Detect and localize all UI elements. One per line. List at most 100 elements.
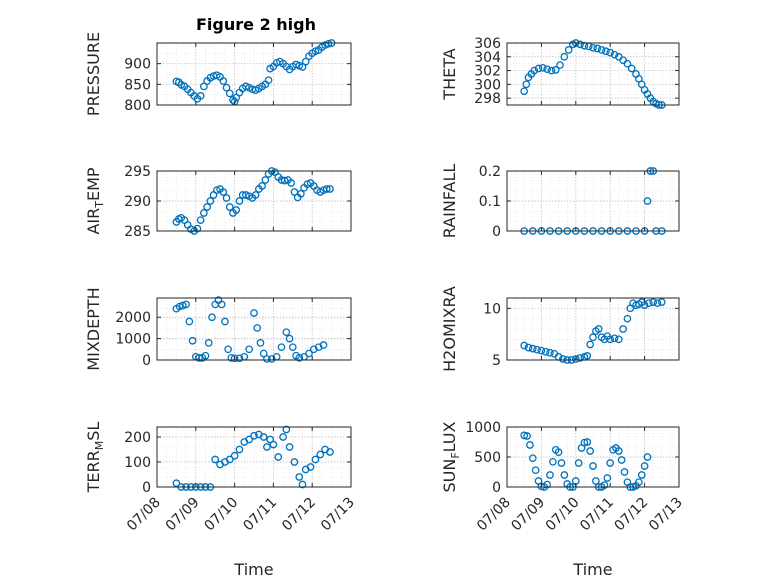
data-point (576, 354, 584, 362)
data-point (645, 299, 653, 308)
data-point (549, 457, 557, 466)
y-axis-label: SUNFLUX (440, 421, 462, 492)
data-point (235, 354, 244, 363)
data-point (221, 317, 229, 326)
data-point (649, 298, 658, 306)
data-point (586, 447, 594, 455)
data-point (224, 345, 232, 354)
data-point (200, 209, 208, 217)
data-point (306, 463, 315, 471)
data-point (196, 216, 205, 225)
axes-frame (506, 297, 680, 361)
data-point (193, 224, 202, 233)
data-point (264, 76, 273, 85)
data-point (230, 451, 239, 460)
data-point (533, 345, 541, 354)
data-point (528, 454, 537, 463)
data-point (196, 92, 205, 100)
data-point (610, 50, 619, 59)
data-point (617, 456, 626, 464)
data-point (557, 459, 566, 467)
y-tick-label: 300 (474, 77, 501, 93)
y-tick-label: 10 (483, 301, 501, 317)
data-point (606, 459, 615, 467)
axes-frame (156, 42, 352, 106)
subplot-pressure: 800 850 900 PRESSURE (84, 32, 352, 116)
y-axis-label: TERRMSL (84, 422, 106, 494)
y-tick-label: 298 (474, 91, 501, 107)
data-point (230, 354, 239, 363)
data-point (583, 438, 592, 446)
data-point (200, 82, 208, 91)
data-point (538, 63, 547, 72)
data-point (559, 355, 567, 363)
data-point (640, 301, 649, 310)
subplot-h2omixra: 5 10 H2OMIXRA (440, 286, 680, 372)
data-point (574, 459, 583, 467)
data-point (623, 59, 632, 68)
data-point (201, 351, 210, 360)
y-axis-label: H2OMIXRA (440, 286, 459, 372)
data-point (204, 339, 213, 347)
data-point (219, 77, 228, 85)
data-point (326, 448, 334, 456)
data-point (274, 453, 283, 461)
data-point (606, 48, 615, 57)
data-point (643, 453, 652, 461)
data-point (528, 344, 537, 353)
data-point (235, 197, 244, 205)
data-point (523, 432, 531, 440)
data-point (322, 185, 331, 193)
y-tick-label: 500 (474, 450, 501, 466)
data-point (547, 66, 556, 75)
y-tick-label: 900 (124, 57, 151, 73)
y-tick-label: 850 (124, 77, 151, 93)
data-point (206, 197, 215, 205)
data-point (657, 298, 666, 306)
data-point (298, 63, 307, 71)
y-tick-label: 1000 (115, 332, 151, 348)
data-point (185, 317, 194, 326)
y-tick-label: 302 (474, 64, 501, 80)
data-point (620, 468, 629, 476)
data-point (594, 325, 603, 333)
data-point (263, 443, 271, 451)
data-point (301, 57, 310, 66)
data-point (256, 339, 265, 347)
data-point (282, 425, 291, 434)
y-axis-label: PRESSURE (84, 32, 103, 116)
data-point (614, 447, 623, 455)
data-point (311, 455, 320, 464)
data-point (287, 179, 296, 187)
data-point (571, 355, 580, 363)
data-point (251, 191, 260, 199)
y-tick-label: 295 (124, 164, 151, 180)
data-point (546, 348, 554, 357)
y-tick-label: 290 (124, 194, 151, 210)
data-point (560, 52, 569, 61)
data-point (259, 433, 268, 441)
data-point (627, 64, 636, 73)
data-point (554, 448, 563, 457)
data-point (182, 300, 190, 309)
data-point (589, 462, 597, 470)
y-tick-label: 0 (492, 480, 501, 496)
data-point (635, 478, 643, 487)
data-point (592, 477, 600, 485)
data-point (619, 325, 627, 333)
data-point (269, 440, 278, 449)
data-point (290, 458, 299, 466)
y-tick-label: 0 (142, 480, 151, 496)
axes-frame (506, 42, 680, 106)
y-tick-label: 5 (492, 353, 501, 369)
data-point (556, 61, 564, 69)
data-point (324, 39, 333, 48)
data-point (530, 66, 539, 75)
x-axis-label: Time (572, 560, 612, 579)
data-point (602, 47, 610, 56)
data-point (298, 480, 307, 489)
data-point (580, 438, 589, 447)
data-point (640, 462, 649, 470)
